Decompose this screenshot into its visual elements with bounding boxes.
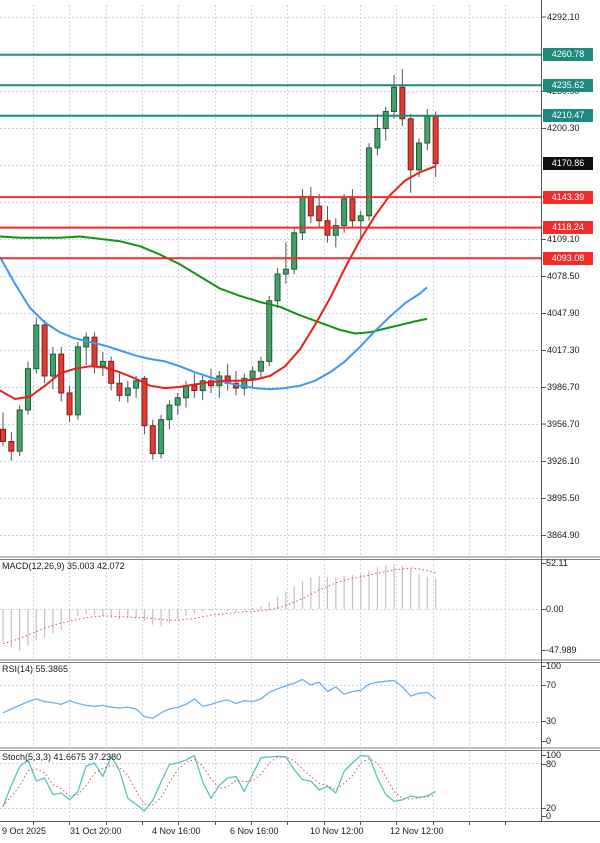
price-tick-label: 3926.10 — [547, 455, 580, 466]
price-tick-label: 4200.30 — [547, 123, 580, 134]
price-level-lines[interactable] — [0, 53, 541, 260]
macd-axis-label: -47.989 — [546, 645, 577, 655]
ma-slow-green — [0, 235, 428, 335]
rsi-axis-label: 70 — [546, 680, 557, 690]
price-tick-label: 3986.70 — [547, 382, 580, 393]
price-tick-label: 4017.30 — [547, 345, 580, 356]
rsi-indicator-label: RSI(14) 55.3865 — [2, 664, 69, 674]
price-tick-label: 3895.50 — [547, 492, 580, 503]
x-axis-date-label: 9 Oct 2025 — [2, 826, 47, 836]
price-tick-label: 4292.10 — [547, 11, 580, 22]
price-tick-label: 4109.10 — [547, 233, 580, 244]
support-price-badge[interactable]: 4143.39 — [543, 190, 593, 204]
candlesticks — [0, 69, 439, 461]
current-price-badge[interactable]: 4170.86 — [543, 157, 593, 171]
ma-mid-blue — [0, 256, 428, 391]
x-axis-date-label: 4 Nov 16:00 — [152, 826, 201, 836]
stoch-indicator-label: Stoch(5,3,3) 41.6675 37.2380 — [2, 752, 122, 762]
stoch-axis-label: 20 — [546, 803, 557, 813]
rsi-axis-label: 30 — [546, 716, 557, 726]
rsi-axis-label: 100 — [546, 661, 562, 671]
support-price-badge[interactable]: 4093.08 — [543, 251, 593, 265]
ma-fast-red — [0, 165, 437, 400]
resistance-price-badge[interactable]: 4260.78 — [543, 48, 593, 62]
panel-borders — [0, 0, 600, 825]
resistance-price-badge[interactable]: 4210.47 — [543, 109, 593, 123]
price-tick-label: 3956.70 — [547, 418, 580, 429]
rsi-axis-label: 0 — [546, 736, 552, 746]
x-axis-date-label: 12 Nov 12:00 — [390, 826, 444, 836]
x-axis-date-label: 31 Oct 20:00 — [70, 826, 122, 836]
stoch-axis-label: 100 — [546, 750, 562, 760]
price-tick-label: 4078.50 — [547, 270, 580, 281]
macd-axis-label: 0.00 — [546, 604, 564, 614]
grid-lines — [0, 5, 541, 820]
price-tick-label: 3864.90 — [547, 530, 580, 540]
stoch-axis-label: 0 — [546, 811, 552, 821]
price-tick-label: 4047.90 — [547, 308, 580, 318]
x-axis-date-label: 10 Nov 12:00 — [310, 826, 364, 836]
support-price-badge[interactable]: 4118.24 — [543, 221, 593, 235]
x-axis-date-label: 6 Nov 16:00 — [230, 826, 279, 836]
macd-axis-label: 52.11 — [546, 558, 568, 568]
rsi-panel — [2, 678, 437, 719]
resistance-price-badge[interactable]: 4235.62 — [543, 78, 593, 92]
moving-averages — [0, 165, 437, 400]
macd-indicator-label: MACD(12,26,9) 35.003 42.072 — [2, 561, 125, 571]
stoch-axis-label: 80 — [546, 759, 557, 769]
macd-panel — [2, 563, 437, 651]
stochastic-panel — [2, 754, 436, 812]
